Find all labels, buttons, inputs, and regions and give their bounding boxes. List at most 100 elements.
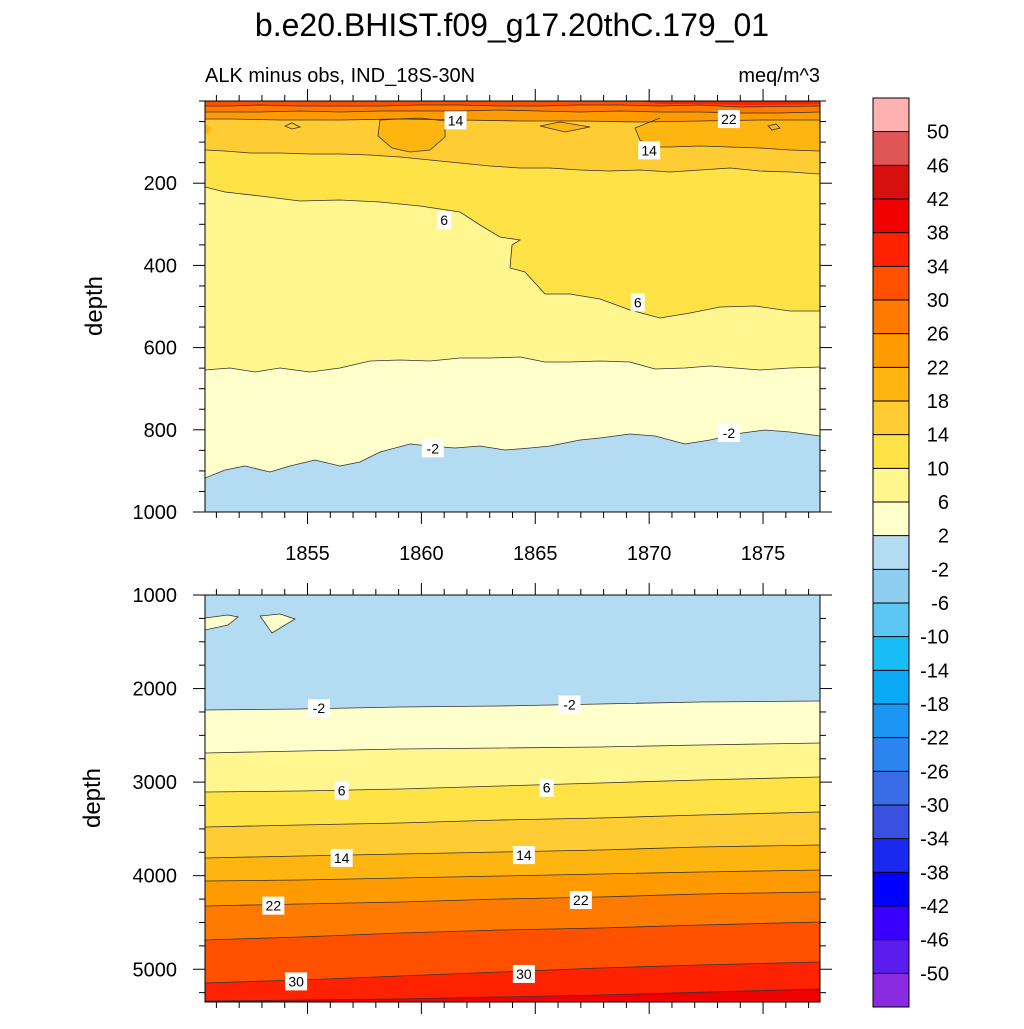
lower-contour-line-6 <box>205 776 820 793</box>
contour-label-bg <box>421 439 444 458</box>
colorbar-label: -46 <box>920 930 949 952</box>
colorbar-label: 42 <box>927 189 949 211</box>
y-tick-label: 200 <box>144 173 177 195</box>
colorbar-swatch <box>873 131 909 166</box>
lower-contour-line-neg2 <box>205 742 820 754</box>
contour-label: -2 <box>427 440 440 456</box>
contour-label-bg <box>330 848 353 867</box>
colorbar-swatch <box>873 973 909 1008</box>
lower-band-neg2 <box>205 701 820 753</box>
contour-label: -2 <box>723 425 736 441</box>
y-tick-label: 3000 <box>133 772 178 794</box>
colorbar-label: -22 <box>920 728 949 750</box>
colorbar-swatch <box>873 603 909 638</box>
x-tick-label: 1875 <box>741 543 786 565</box>
colorbar-label: 2 <box>938 526 949 548</box>
lower-contour-line-10 <box>205 811 820 828</box>
colorbar-label: -2 <box>931 559 949 581</box>
colorbar-label: 34 <box>927 256 949 278</box>
y-tick-label: 5000 <box>133 959 178 981</box>
colorbar-swatch <box>873 502 909 537</box>
colorbar-label: -10 <box>920 627 949 649</box>
colorbar-label: 26 <box>927 324 949 346</box>
colorbar-label: 18 <box>927 391 949 413</box>
x-tick-label: 1860 <box>399 543 444 565</box>
lower-contour-line-18 <box>205 869 820 882</box>
colorbar-swatch <box>873 838 909 873</box>
upper-subtitle-right: meq/m^3 <box>738 65 820 87</box>
colorbar-label: 22 <box>927 357 949 379</box>
contour-label: 30 <box>288 973 304 989</box>
contour-label: -2 <box>313 700 326 716</box>
contour-label: -2 <box>563 696 576 712</box>
upper-band-14-patch3 <box>205 124 212 134</box>
colorbar-label: 14 <box>927 425 949 447</box>
lower-band-neg6 <box>205 595 820 710</box>
contour-label-bg <box>638 141 661 160</box>
colorbar-swatch <box>873 872 909 907</box>
colorbar-swatch <box>873 535 909 570</box>
colorbar-swatch <box>873 300 909 335</box>
contour-label: 6 <box>634 294 642 310</box>
lower-band-30 <box>205 962 820 1002</box>
lower-contour-line-14 <box>205 844 820 859</box>
contour-label-bg <box>437 211 452 230</box>
upper-contour-line-6 <box>205 186 820 319</box>
colorbar-swatch <box>873 98 909 133</box>
colorbar-label: 46 <box>927 155 949 177</box>
contour-label: 6 <box>338 783 346 799</box>
colorbar-frame <box>872 97 910 1008</box>
colorbar-label: -38 <box>920 862 949 884</box>
lower-band-34 <box>205 989 820 1002</box>
contour-label-bg <box>569 891 592 910</box>
x-tick-label: 1870 <box>627 543 672 565</box>
colorbar-swatch <box>873 939 909 974</box>
contour-label: 22 <box>266 898 282 914</box>
contour-label-bg <box>307 699 330 718</box>
contour-label: 22 <box>721 111 737 127</box>
upper-contour-line-14 <box>634 117 820 152</box>
lower-contour-labels: -2 -2 6 6 14 14 22 22 30 30 <box>262 695 592 991</box>
upper-band-34 <box>640 101 820 105</box>
contour-label: 30 <box>516 966 532 982</box>
lower-contour-line-22 <box>205 891 820 907</box>
lower-contour-line-neg6 <box>205 700 820 711</box>
upper-contour-labels: 14 22 14 6 6 -2 -2 <box>421 110 740 458</box>
colorbar-swatch <box>873 737 909 772</box>
upper-contour-line-neg2 <box>205 429 820 479</box>
y-tick-label: 400 <box>144 255 177 277</box>
lower-axes: 1000 2000 3000 4000 5000 <box>133 583 832 1014</box>
colorbar-label: -30 <box>920 795 949 817</box>
upper-contour-line-14-patch <box>377 117 446 153</box>
upper-contour-line-26 <box>205 109 820 114</box>
lower-contour-fill <box>205 595 820 1002</box>
upper-panel: ALK minus obs, IND_18S-30N meq/m^3 <box>81 65 832 565</box>
colorbar-swatch <box>873 636 909 671</box>
contour-label-bg <box>717 110 740 129</box>
colorbar-label: 50 <box>927 122 949 144</box>
colorbar: -50-46-42-38-34-30-26-22-18-14-10-6-2261… <box>872 97 949 1008</box>
colorbar-label: 6 <box>938 492 949 514</box>
contour-label: 14 <box>641 142 657 158</box>
lower-contour-line-patch1 <box>205 614 239 631</box>
upper-contour-line-10 <box>205 149 820 175</box>
contour-label: 14 <box>334 850 350 866</box>
upper-band-14 <box>635 114 820 151</box>
colorbar-swatch <box>873 468 909 503</box>
x-tick-label: 1865 <box>513 543 558 565</box>
contour-label-bg <box>334 781 349 800</box>
contour-label-bg <box>558 695 581 714</box>
colorbar-label: -18 <box>920 694 949 716</box>
contour-label: 14 <box>448 112 464 128</box>
contour-label: 6 <box>440 212 448 228</box>
contour-label-bg <box>512 964 535 983</box>
upper-contour-line-2 <box>205 356 820 373</box>
y-tick-label: 600 <box>144 338 177 360</box>
contour-label-bg <box>512 846 535 865</box>
colorbar-swatch <box>873 805 909 840</box>
colorbar-swatch <box>873 401 909 436</box>
lower-y-axis-label: depth <box>79 768 106 828</box>
colorbar-swatch <box>873 266 909 301</box>
colorbar-swatch <box>873 906 909 941</box>
